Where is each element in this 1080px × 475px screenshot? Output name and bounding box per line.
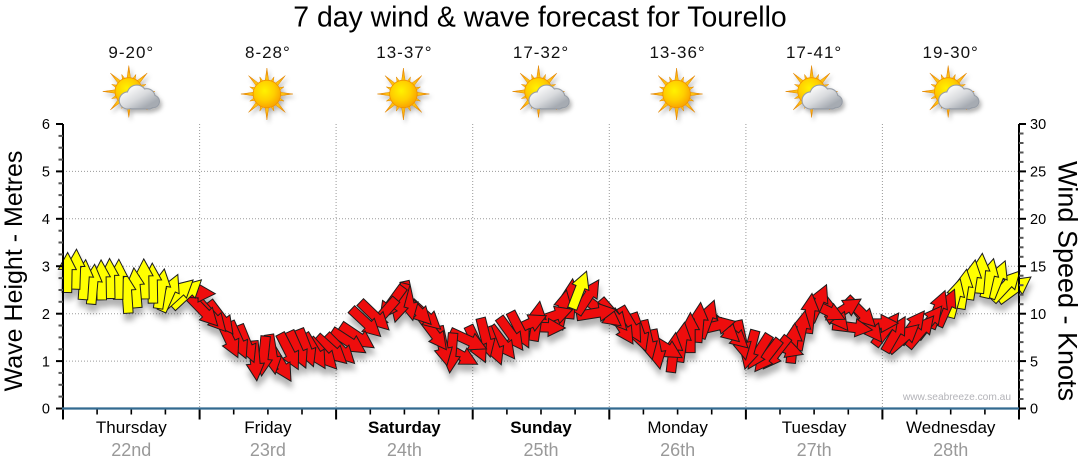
svg-text:23rd: 23rd (250, 440, 286, 460)
svg-text:Monday: Monday (647, 418, 708, 437)
svg-text:17-41°: 17-41° (786, 43, 842, 62)
svg-text:26th: 26th (660, 440, 695, 460)
svg-text:Saturday: Saturday (368, 418, 441, 437)
svg-text:Sunday: Sunday (510, 418, 572, 437)
svg-text:5: 5 (42, 165, 50, 181)
svg-text:Wind Speed - Knots: Wind Speed - Knots (1053, 161, 1080, 401)
svg-text:13-36°: 13-36° (649, 43, 705, 62)
svg-text:6: 6 (42, 117, 50, 133)
svg-text:28th: 28th (933, 440, 968, 460)
svg-text:www.seabreeze.com.au: www.seabreeze.com.au (902, 392, 1011, 403)
svg-text:15: 15 (1030, 259, 1046, 275)
svg-text:9-20°: 9-20° (108, 43, 154, 62)
svg-text:30: 30 (1030, 117, 1046, 133)
svg-text:22nd: 22nd (111, 440, 151, 460)
svg-text:7 day wind & wave forecast for: 7 day wind & wave forecast for Tourello (293, 2, 786, 34)
svg-text:Wave Height - Metres: Wave Height - Metres (0, 151, 28, 392)
svg-text:25: 25 (1030, 165, 1046, 181)
svg-text:8-28°: 8-28° (245, 43, 291, 62)
svg-text:Wednesday: Wednesday (906, 418, 996, 437)
svg-text:5: 5 (1030, 354, 1038, 370)
svg-text:1: 1 (42, 354, 50, 370)
svg-text:4: 4 (42, 212, 50, 228)
svg-text:10: 10 (1030, 307, 1046, 323)
svg-text:Tuesday: Tuesday (782, 418, 847, 437)
svg-text:Friday: Friday (244, 418, 292, 437)
svg-text:27th: 27th (797, 440, 832, 460)
svg-text:25th: 25th (523, 440, 558, 460)
svg-text:3: 3 (42, 259, 50, 275)
svg-text:0: 0 (42, 402, 50, 418)
svg-text:0: 0 (1030, 402, 1038, 418)
svg-text:24th: 24th (387, 440, 422, 460)
svg-text:19-30°: 19-30° (923, 43, 979, 62)
svg-text:Thursday: Thursday (96, 418, 167, 437)
svg-text:20: 20 (1030, 212, 1046, 228)
svg-text:13-37°: 13-37° (376, 43, 432, 62)
svg-text:2: 2 (42, 307, 50, 323)
svg-text:17-32°: 17-32° (513, 43, 569, 62)
